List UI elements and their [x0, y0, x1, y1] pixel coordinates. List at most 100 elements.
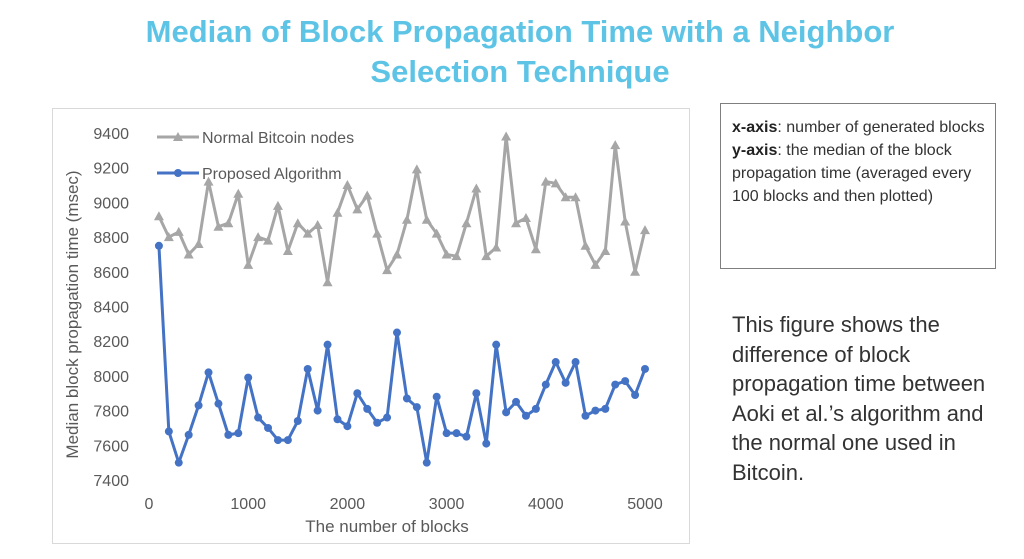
data-point-normal-4300	[570, 192, 581, 202]
x-tick-label-2000: 2000	[330, 496, 366, 513]
data-point-normal-800	[223, 218, 234, 228]
slide-title: Median of Block Propagation Time with a …	[40, 12, 1000, 92]
data-point-proposed-200	[164, 427, 173, 436]
y-axis-title: Median block propagation time (msec)	[63, 170, 82, 458]
y-axis-label: y-axis	[732, 142, 778, 159]
data-point-proposed-400	[184, 430, 193, 439]
data-point-proposed-1900	[333, 415, 342, 424]
data-point-normal-3700	[511, 218, 522, 228]
data-point-normal-3100	[451, 251, 462, 261]
data-point-proposed-2500	[393, 328, 401, 337]
data-point-proposed-3800	[521, 411, 530, 420]
data-point-proposed-4200	[561, 378, 570, 387]
data-point-proposed-3100	[452, 429, 461, 438]
data-point-normal-3000	[441, 249, 452, 259]
data-point-proposed-4100	[551, 358, 560, 367]
data-point-normal-2500	[392, 249, 402, 259]
data-point-normal-3200	[461, 218, 472, 228]
data-point-proposed-700	[214, 399, 223, 408]
data-point-proposed-3500	[492, 340, 501, 349]
data-point-proposed-1600	[303, 364, 312, 373]
axis-description-box: x-axis: number of generated blocks y-axi…	[720, 103, 996, 269]
y-tick-label-9400: 9400	[93, 126, 129, 143]
data-point-proposed-1400	[283, 436, 292, 445]
data-point-proposed-1800	[323, 340, 332, 349]
data-point-proposed-3000	[442, 429, 451, 438]
legend-label-normal: Normal Bitcoin nodes	[202, 130, 354, 147]
series-line-proposed	[157, 245, 647, 465]
data-point-proposed-1700	[313, 406, 322, 415]
y-tick-label-7800: 7800	[93, 404, 129, 421]
data-point-normal-1400	[282, 245, 293, 255]
y-tick-label-9000: 9000	[93, 195, 129, 212]
data-point-normal-5000	[640, 225, 650, 235]
data-point-proposed-4000	[541, 380, 550, 389]
data-point-proposed-4400	[581, 411, 590, 420]
x-tick-label-5000: 5000	[627, 496, 663, 513]
series-line-normal	[157, 134, 647, 284]
data-point-proposed-300	[174, 458, 183, 467]
data-point-normal-4800	[620, 216, 631, 226]
data-point-normal-2400	[382, 265, 393, 275]
y-axis-description: : the median of the block propagation ti…	[732, 142, 972, 205]
data-point-normal-2900	[431, 228, 442, 238]
data-point-normal-2000	[342, 180, 353, 190]
x-tick-label-1000: 1000	[230, 496, 266, 513]
x-tick-label-3000: 3000	[429, 496, 465, 513]
y-tick-label-8800: 8800	[93, 230, 129, 247]
data-point-proposed-3700	[512, 397, 521, 406]
data-point-normal-1000	[243, 259, 254, 269]
data-point-proposed-3200	[462, 432, 471, 441]
data-point-proposed-2600	[402, 394, 411, 403]
data-point-proposed-900	[234, 429, 243, 438]
data-point-normal-3300	[471, 183, 482, 193]
data-point-proposed-4500	[591, 406, 600, 415]
data-point-proposed-2200	[363, 404, 372, 413]
data-point-normal-2200	[362, 190, 373, 200]
slide-title-line1: Median of Block Propagation Time with a …	[145, 14, 895, 49]
x-tick-label-4000: 4000	[528, 496, 564, 513]
data-point-normal-1900	[332, 207, 343, 217]
data-point-proposed-2400	[383, 413, 392, 422]
x-axis-label: x-axis	[732, 119, 778, 136]
data-point-normal-4000	[540, 176, 551, 186]
data-point-proposed-2000	[343, 422, 352, 431]
data-point-proposed-100	[154, 241, 163, 250]
data-point-proposed-2700	[412, 403, 421, 412]
data-point-proposed-1000	[244, 373, 253, 382]
y-tick-label-7400: 7400	[93, 473, 129, 490]
data-point-normal-100	[153, 211, 164, 221]
data-point-normal-200	[163, 232, 174, 242]
data-point-normal-4600	[600, 245, 611, 255]
data-point-proposed-4700	[611, 380, 620, 389]
y-tick-label-8000: 8000	[93, 369, 129, 386]
data-point-normal-900	[233, 188, 244, 198]
data-point-normal-3600	[501, 131, 512, 141]
data-point-normal-500	[193, 239, 204, 249]
data-point-normal-400	[183, 249, 194, 259]
data-point-proposed-1500	[293, 417, 302, 426]
legend-label-proposed: Proposed Algorithm	[202, 166, 342, 183]
data-point-proposed-2900	[432, 392, 441, 401]
data-point-normal-300	[173, 226, 184, 236]
data-point-normal-1300	[272, 200, 283, 210]
data-point-normal-700	[213, 221, 224, 231]
data-point-proposed-1100	[254, 413, 263, 422]
data-point-proposed-500	[194, 401, 203, 410]
data-point-normal-1700	[312, 219, 323, 229]
data-point-normal-2600	[401, 214, 412, 224]
y-tick-label-7600: 7600	[93, 438, 129, 455]
figure-description: This figure shows the difference of bloc…	[732, 312, 986, 485]
data-point-proposed-4300	[571, 358, 580, 367]
data-point-normal-4900	[630, 266, 641, 276]
data-point-proposed-1300	[273, 436, 282, 445]
data-point-proposed-3600	[502, 408, 511, 417]
data-point-proposed-5000	[641, 364, 649, 373]
data-point-proposed-2100	[353, 389, 362, 398]
line-chart: 7400 7600 7800 8000 8200 8400 8600 8800 9000 9200…	[63, 126, 663, 536]
data-point-proposed-2300	[373, 418, 382, 427]
data-point-normal-1500	[292, 218, 303, 228]
data-point-normal-600	[203, 176, 214, 186]
x-tick-label-0: 0	[145, 496, 154, 513]
legend-marker-proposed	[174, 169, 182, 177]
